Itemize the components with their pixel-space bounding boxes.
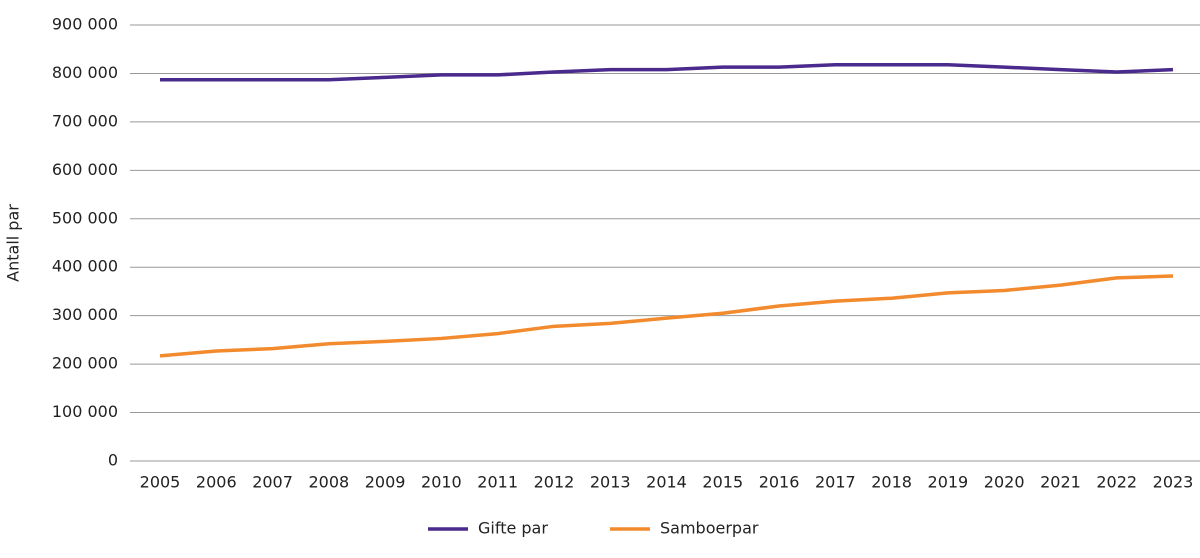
x-tick-label: 2015	[702, 473, 743, 492]
y-tick-label: 600 000	[52, 160, 118, 179]
x-tick-label: 2018	[871, 473, 912, 492]
x-tick-label: 2009	[365, 473, 406, 492]
y-tick-label: 200 000	[52, 354, 118, 373]
x-tick-label: 2010	[421, 473, 462, 492]
y-tick-label: 900 000	[52, 15, 118, 34]
x-tick-label: 2019	[928, 473, 969, 492]
x-tick-label: 2021	[1040, 473, 1081, 492]
x-tick-label: 2008	[308, 473, 349, 492]
x-tick-label: 2020	[984, 473, 1025, 492]
x-tick-label: 2007	[252, 473, 293, 492]
legend-label: Gifte par	[478, 519, 548, 538]
x-tick-label: 2006	[196, 473, 237, 492]
y-tick-label: 0	[108, 451, 118, 470]
y-tick-label: 800 000	[52, 63, 118, 82]
y-tick-label: 100 000	[52, 402, 118, 421]
series-line	[160, 62, 1174, 82]
y-tick-label: 400 000	[52, 257, 118, 276]
y-tick-label: 700 000	[52, 111, 118, 130]
x-tick-label: 2023	[1153, 473, 1194, 492]
x-tick-label: 2005	[140, 473, 181, 492]
y-tick-label: 300 000	[52, 305, 118, 324]
x-tick-label: 2016	[759, 473, 800, 492]
x-tick-label: 2014	[646, 473, 687, 492]
y-axis-label: Antall par	[4, 204, 23, 282]
y-tick-label: 500 000	[52, 208, 118, 227]
legend-label: Samboerpar	[660, 519, 759, 538]
series-line	[159, 274, 1174, 358]
x-tick-label: 2012	[534, 473, 575, 492]
x-tick-label: 2022	[1096, 473, 1137, 492]
x-tick-label: 2011	[477, 473, 518, 492]
x-tick-label: 2017	[815, 473, 856, 492]
x-tick-label: 2013	[590, 473, 631, 492]
